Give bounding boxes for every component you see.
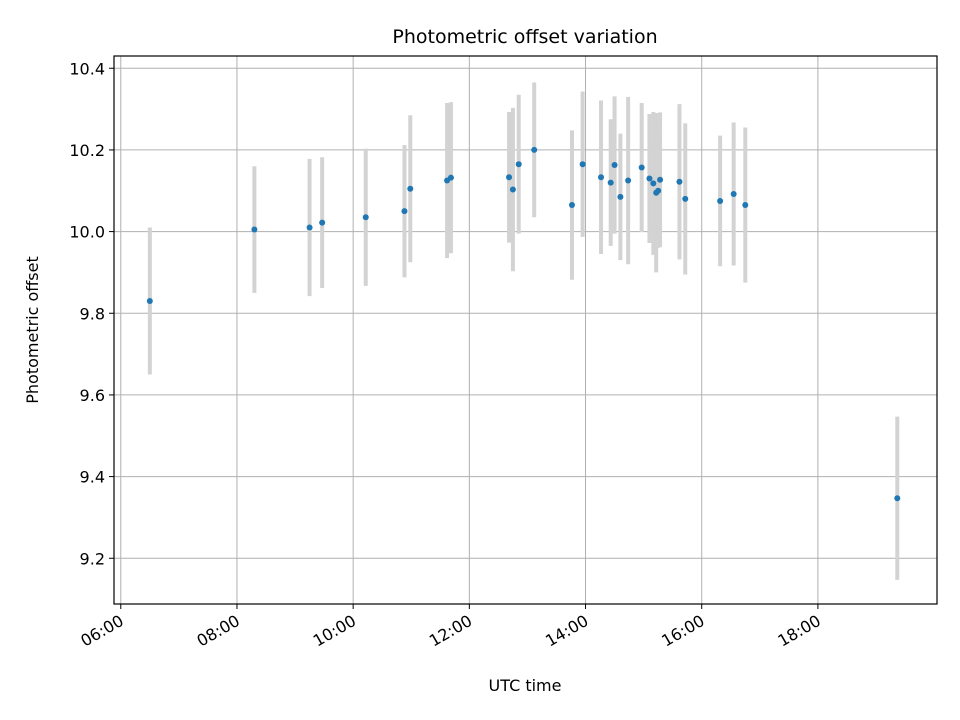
plot-frame	[113, 55, 938, 605]
data-point	[319, 219, 326, 226]
data-point	[655, 187, 662, 194]
data-point	[306, 224, 313, 231]
y-tick-label: 10.0	[69, 223, 105, 242]
y-axis-label: Photometric offset	[23, 256, 42, 404]
data-point	[401, 208, 408, 215]
data-point	[531, 146, 538, 153]
data-point	[717, 197, 724, 204]
y-tick-label: 10.4	[69, 59, 105, 78]
y-tick-label: 9.8	[80, 304, 105, 323]
data-point	[515, 161, 522, 168]
data-point	[568, 202, 575, 209]
data-point	[625, 177, 632, 184]
data-point	[657, 176, 664, 183]
data-point	[251, 226, 258, 233]
chart-title: Photometric offset variation	[392, 26, 657, 48]
grid	[114, 56, 937, 604]
data-point	[146, 298, 153, 305]
data-point	[607, 179, 614, 186]
data-point	[598, 174, 605, 181]
y-tick-label: 10.2	[69, 141, 105, 160]
data-point	[579, 161, 586, 168]
data-point	[509, 186, 516, 193]
y-axis-ticks: 9.2 9.4 9.6 9.8 10.0 10.2 10.4	[69, 59, 114, 568]
data-point	[646, 175, 653, 182]
data-point	[638, 164, 645, 171]
y-tick-label: 9.6	[80, 386, 105, 405]
data-point	[617, 193, 624, 200]
data-point	[611, 162, 618, 169]
y-tick-label: 9.2	[80, 549, 105, 568]
data-point	[894, 495, 901, 502]
data-point	[362, 214, 369, 221]
data-point	[407, 185, 414, 192]
data-points	[146, 146, 901, 502]
x-axis-label: UTC time	[489, 676, 562, 695]
data-point	[730, 191, 737, 198]
data-point	[676, 178, 683, 185]
data-point	[447, 174, 454, 181]
data-point	[682, 195, 689, 202]
y-tick-label: 9.4	[80, 468, 105, 487]
data-point	[506, 174, 513, 181]
data-point	[650, 180, 657, 187]
data-point	[742, 202, 749, 209]
